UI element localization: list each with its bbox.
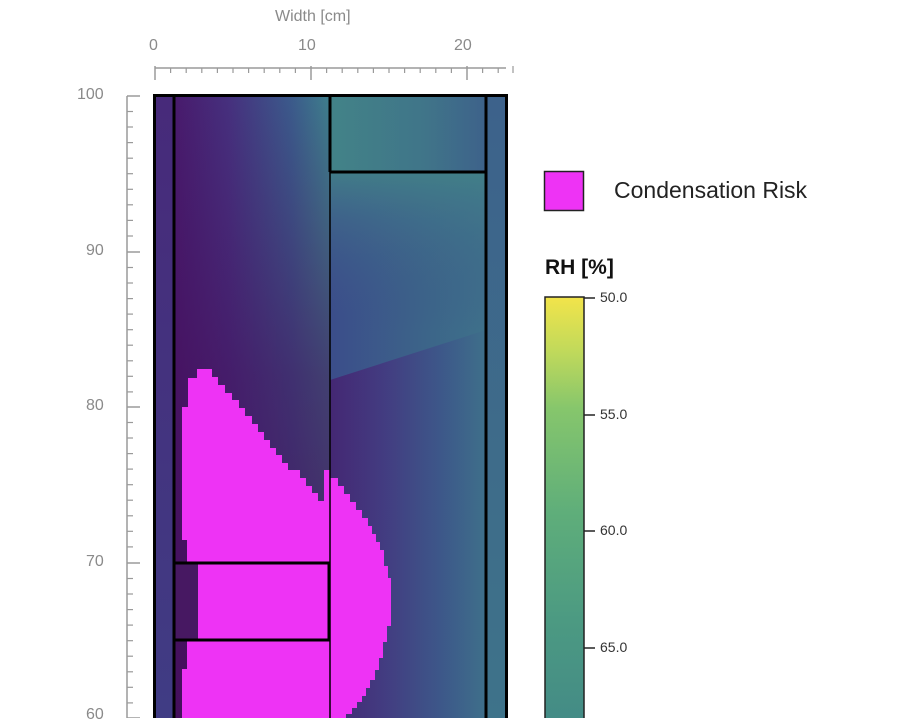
x-tick-label-0: 0 [149, 37, 158, 54]
y-tick-label-100: 100 [77, 86, 104, 103]
y-tick-label-70: 70 [86, 553, 104, 570]
y-tick-label-90: 90 [86, 242, 104, 259]
colorbar [544, 296, 595, 718]
y-tick-label-80: 80 [86, 397, 104, 414]
legend-swatch-condensation [543, 170, 585, 212]
colorbar-tick-50: 50.0 [600, 289, 628, 305]
colorbar-tick-65: 65.0 [600, 639, 628, 655]
y-axis [126, 95, 140, 718]
x-tick-label-20: 20 [454, 37, 472, 54]
colorbar-title: RH [%] [545, 256, 614, 279]
x-axis-title: Width [cm] [275, 8, 351, 25]
x-tick-label-10: 10 [298, 37, 316, 54]
x-axis [154, 66, 514, 80]
colorbar-tick-55: 55.0 [600, 406, 628, 422]
legend-label-condensation-risk: Condensation Risk [614, 177, 808, 203]
condensation-risk-region [182, 369, 391, 718]
colorbar-tick-60: 60.0 [600, 522, 628, 538]
layer-boundaries [153, 94, 508, 718]
